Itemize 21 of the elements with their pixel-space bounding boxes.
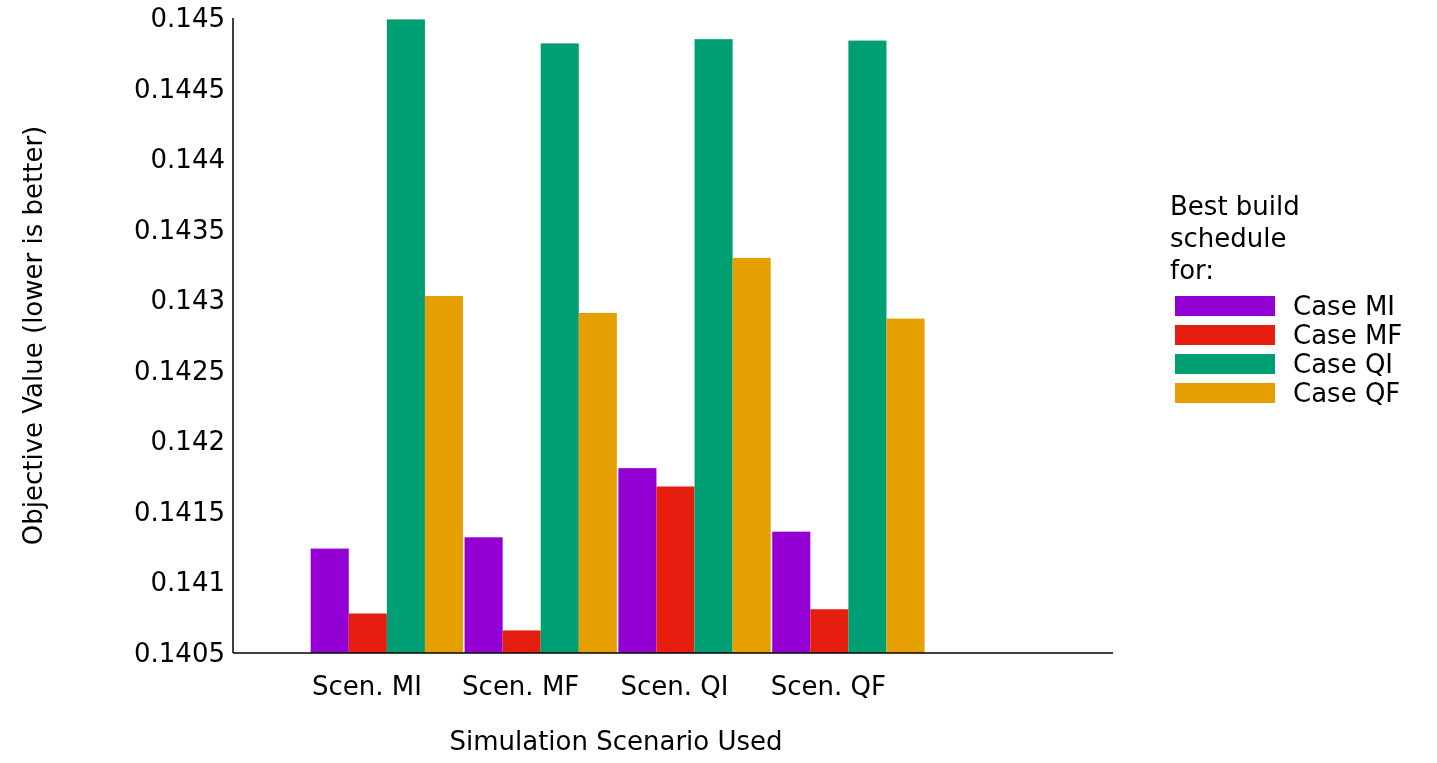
y-tick-label: 0.141 [150,567,225,598]
x-axis-title: Simulation Scenario Used [449,726,783,756]
y-tick-label: 0.1415 [134,496,225,527]
y-tick-label: 0.144 [150,144,225,175]
legend-title: Best build schedule for: [1170,191,1300,285]
x-tick-label: Scen. MI [311,671,422,701]
x-tick-label: Scen. MF [462,671,580,701]
y-tick-label: 0.1425 [134,355,225,386]
x-tick-label: Scen. QI [620,671,729,701]
y-tick-label: 0.1445 [134,73,225,104]
legend-label: Case MI [1293,291,1395,321]
legend-label: Case QI [1293,349,1394,379]
y-tick-label: 0.1435 [134,214,225,245]
legend-label: Case QF [1293,378,1401,408]
y-tick-label: 0.1405 [134,638,225,668]
x-tick-label: Scen. QF [770,671,886,701]
legend-label: Case MF [1293,320,1403,350]
y-tick-label: 0.143 [150,285,225,316]
y-tick-label: 0.145 [150,3,225,33]
y-axis-title: Objective Value (lower is better) [18,125,48,546]
y-tick-label: 0.142 [150,426,225,457]
